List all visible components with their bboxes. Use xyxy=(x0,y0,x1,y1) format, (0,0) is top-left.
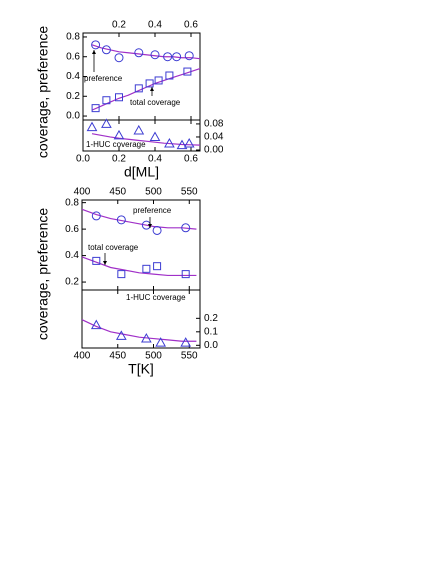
y-tick-label: 0.2 xyxy=(65,277,79,288)
data-point xyxy=(149,131,161,141)
arrow-head xyxy=(103,261,107,265)
data-point xyxy=(92,256,101,265)
y-tick-label: 0.4 xyxy=(65,250,79,261)
fit-line xyxy=(91,44,201,60)
fit-line xyxy=(81,256,197,277)
data-point xyxy=(86,121,98,132)
data-point xyxy=(134,84,143,93)
data-point xyxy=(116,215,126,225)
x-tick-label: 550 xyxy=(181,187,198,198)
x-tick-label: 400 xyxy=(74,351,91,362)
annotation: 1-HUC coverage xyxy=(126,293,186,302)
data-point xyxy=(133,124,145,135)
data-point xyxy=(163,52,173,62)
data-point xyxy=(180,337,192,347)
annotation: total coverage xyxy=(88,243,139,252)
annotation: total coverage xyxy=(130,98,181,107)
x-tick-label: 0.2 xyxy=(112,20,126,31)
data-point xyxy=(142,264,151,273)
data-point xyxy=(101,45,111,55)
data-point xyxy=(176,139,188,150)
data-point xyxy=(153,262,162,271)
fit-line xyxy=(91,133,201,146)
data-point xyxy=(184,51,194,61)
y-tick-label: 0.2 xyxy=(204,313,218,324)
y-axis-label: coverage, preference xyxy=(35,208,51,341)
data-point xyxy=(172,52,182,62)
arrow-head xyxy=(148,224,152,228)
y-tick-label: 0.6 xyxy=(66,51,80,62)
x-tick-label: 500 xyxy=(145,351,162,362)
arrow-head xyxy=(150,87,154,91)
x-tick-label: 0.6 xyxy=(184,154,198,165)
data-point xyxy=(91,211,101,221)
data-point xyxy=(164,137,175,148)
y-tick-label: 0.2 xyxy=(66,91,80,102)
data-point xyxy=(114,53,124,63)
x-tick-label: 0.6 xyxy=(184,20,198,31)
y-tick-label: 0.8 xyxy=(66,32,80,43)
fit-line xyxy=(81,208,197,230)
data-point xyxy=(155,337,167,347)
data-point xyxy=(183,67,192,76)
data-point xyxy=(141,333,152,343)
x-tick-label: 0.2 xyxy=(112,154,126,165)
arrow-head xyxy=(92,50,96,54)
data-point xyxy=(91,104,100,113)
y-tick-label: 0.04 xyxy=(204,132,224,143)
data-point xyxy=(165,71,174,80)
annotation: preference xyxy=(133,206,172,215)
data-point xyxy=(90,319,102,330)
data-point xyxy=(91,40,101,50)
x-tick-label: 500 xyxy=(145,187,162,198)
x-tick-label: 0.4 xyxy=(148,20,162,31)
data-point xyxy=(154,76,163,85)
x-tick-label: 550 xyxy=(181,351,198,362)
data-point xyxy=(115,330,127,340)
annotation: 1-HUC coverage xyxy=(86,140,146,149)
y-tick-label: 0.08 xyxy=(204,119,224,130)
x-axis-label: d[ML] xyxy=(124,164,159,180)
y-tick-label: 0.0 xyxy=(66,111,80,122)
y-axis-label: coverage, preference xyxy=(35,26,51,159)
y-tick-label: 0.00 xyxy=(204,145,224,156)
data-point xyxy=(150,50,160,60)
y-tick-label: 0.8 xyxy=(65,197,79,208)
data-point xyxy=(145,79,154,88)
x-tick-label: 0.0 xyxy=(76,154,90,165)
data-point xyxy=(102,96,111,105)
data-point xyxy=(113,129,125,140)
data-point xyxy=(101,118,112,128)
fit-line xyxy=(81,319,197,342)
data-point xyxy=(117,270,126,279)
data-point xyxy=(181,223,191,233)
y-tick-label: 0.4 xyxy=(66,71,80,82)
x-tick-label: 0.4 xyxy=(148,154,162,165)
data-point xyxy=(183,137,195,148)
y-tick-label: 0.6 xyxy=(65,224,79,235)
x-tick-label: 400 xyxy=(74,187,91,198)
data-point xyxy=(152,225,162,235)
frame xyxy=(81,289,201,349)
y-tick-label: 0.0 xyxy=(204,340,218,351)
x-axis-label: T[K] xyxy=(128,361,154,377)
data-point xyxy=(115,93,123,102)
annotation: preference xyxy=(84,74,123,83)
frame xyxy=(82,119,201,152)
data-point xyxy=(181,270,190,279)
x-tick-label: 450 xyxy=(109,351,126,362)
data-point xyxy=(134,48,144,58)
y-tick-label: 0.1 xyxy=(204,326,218,337)
x-tick-label: 450 xyxy=(109,187,126,198)
